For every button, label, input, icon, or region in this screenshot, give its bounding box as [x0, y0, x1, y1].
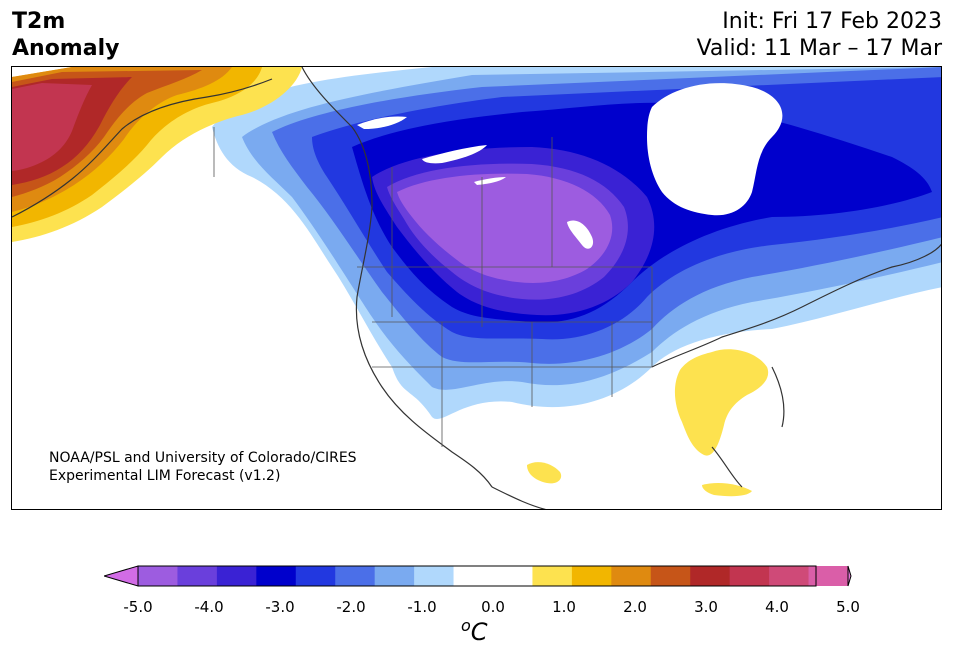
colorbar-tick-label: 0.0 — [481, 598, 505, 616]
unit-celsius: C — [470, 618, 488, 646]
hudson-bay — [647, 83, 783, 216]
colorbar-cell — [571, 566, 612, 586]
coastline — [12, 67, 941, 509]
colorbar-tick-label: -2.0 — [336, 598, 366, 616]
colorbar-cell — [808, 566, 849, 586]
lake-shape — [422, 145, 487, 164]
valid-date: Valid: 11 Mar – 17 Mar — [696, 36, 942, 61]
map-title: T2m Anomaly — [12, 8, 119, 62]
colorbar-cell — [335, 566, 376, 586]
colorbar-frame — [137, 565, 817, 587]
anomaly-region-caribbean-yellow — [702, 483, 752, 497]
colorbar-cell — [453, 566, 494, 586]
border-lines — [213, 127, 653, 447]
colorbar-tick-label: -5.0 — [123, 598, 153, 616]
colorbar-cell — [532, 566, 573, 586]
anomaly-region-southeast-yellow — [674, 349, 769, 456]
anomaly-region-purple — [397, 173, 613, 283]
colorbar-cell — [650, 566, 691, 586]
colorbar-tick-label: -4.0 — [194, 598, 224, 616]
colorbar-tick-label: 3.0 — [694, 598, 718, 616]
colorbar-cell — [138, 566, 178, 586]
colorbar-tick-label: 4.0 — [765, 598, 789, 616]
variable-label: T2m — [12, 9, 66, 34]
colorbar-tick-label: 1.0 — [552, 598, 576, 616]
colorbar-cell — [769, 566, 810, 586]
colorbar-cell — [295, 566, 336, 586]
lake-shape — [357, 116, 407, 129]
unit-degree: o — [461, 616, 471, 635]
colorbar-extend-low — [104, 565, 139, 587]
colorbar-cell — [177, 566, 218, 586]
credit-line-1: NOAA/PSL and University of Colorado/CIRE… — [49, 450, 357, 466]
anomaly-map — [12, 67, 941, 509]
init-date: Init: Fri 17 Feb 2023 — [722, 9, 942, 34]
colorbar — [104, 565, 852, 587]
colorbar-tick-label: 2.0 — [623, 598, 647, 616]
credit-line-2: Experimental LIM Forecast (v1.2) — [49, 468, 281, 484]
colorbar-tick-label: 5.0 — [836, 598, 860, 616]
colorbar-tick-label: -3.0 — [265, 598, 295, 616]
colorbar-cell — [374, 566, 415, 586]
colorbar-cell — [493, 566, 533, 586]
colorbar-cell — [729, 566, 770, 586]
colorbar-cell — [690, 566, 731, 586]
map-panel — [11, 66, 942, 510]
colorbar-cell — [414, 566, 455, 586]
colorbar-cell — [216, 566, 257, 586]
forecast-dates: Init: Fri 17 Feb 2023 Valid: 11 Mar – 17… — [697, 8, 942, 62]
colorbar-extend-high — [847, 565, 852, 587]
anomaly-region-mexico-yellow — [527, 462, 562, 484]
lake-shape — [567, 220, 594, 249]
credit-text: NOAA/PSL and University of Colorado/CIRE… — [49, 449, 357, 485]
colorbar-tick-label: -1.0 — [407, 598, 437, 616]
anomaly-label: Anomaly — [12, 36, 120, 61]
unit-label: oC — [461, 616, 488, 646]
colorbar-cell — [256, 566, 297, 586]
anomaly-region-crimson — [12, 83, 92, 171]
colorbar-cell — [611, 566, 652, 586]
